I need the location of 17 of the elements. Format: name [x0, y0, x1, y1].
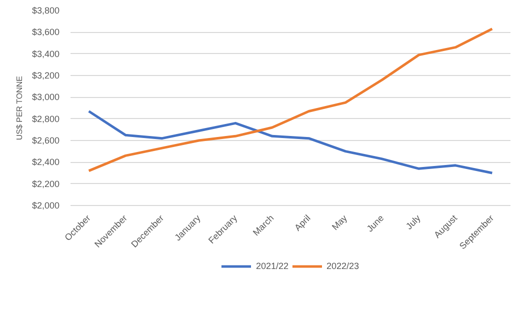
y-tick-label: $2,400	[32, 157, 60, 168]
y-tick-label: $3,600	[32, 27, 60, 38]
line-series	[88, 110, 494, 174]
x-tick-label: May	[330, 212, 350, 232]
y-tick-label: $2,200	[32, 178, 60, 189]
y-tick-label: $3,000	[32, 92, 60, 102]
y-tick-label: $3,400	[32, 48, 60, 59]
y-axis-title: US$ PER TONNE	[14, 76, 24, 140]
y-tick-label: $3,800	[32, 6, 60, 16]
x-tick-label: July	[404, 212, 423, 232]
line-series	[88, 28, 494, 172]
y-tick-label: $3,200	[32, 70, 60, 80]
y-tick-label: $2,000	[32, 200, 60, 210]
legend-label: 2022/23	[326, 261, 360, 271]
y-tick-label: $2,800	[32, 114, 60, 124]
legend-label: 2021/22	[256, 261, 288, 271]
y-tick-label: $2,600	[32, 136, 60, 146]
